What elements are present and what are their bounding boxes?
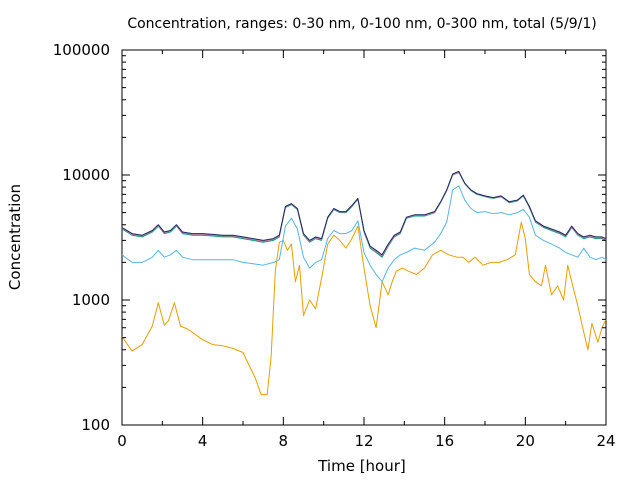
- series-line-1: [121, 221, 607, 396]
- x-tick-label: 16: [435, 432, 454, 450]
- y-tick-label: 1000: [72, 291, 110, 309]
- chart-title: Concentration, ranges: 0-30 nm, 0-100 nm…: [127, 16, 596, 32]
- series-layer: [121, 170, 607, 396]
- x-tick-label: 8: [279, 432, 289, 450]
- tick-layer: 0 4 8 12 16 20 24 100 1000 10000 100000: [53, 41, 616, 450]
- x-tick-label: 24: [596, 432, 615, 450]
- series-line-4: [121, 171, 607, 257]
- series-line-2: [121, 185, 607, 283]
- x-tick-label: 0: [117, 432, 127, 450]
- x-tick-label: 12: [354, 432, 373, 450]
- plot-frame: [121, 49, 607, 426]
- y-tick-label: 100000: [53, 41, 110, 59]
- y-axis-label: Concentration: [6, 184, 24, 290]
- x-tick-label: 4: [198, 432, 208, 450]
- x-axis-label: Time [hour]: [317, 457, 406, 475]
- y-tick-label: 100: [81, 416, 110, 434]
- x-tick-label: 20: [516, 432, 535, 450]
- series-line-5: [121, 170, 607, 256]
- y-tick-label: 10000: [62, 166, 110, 184]
